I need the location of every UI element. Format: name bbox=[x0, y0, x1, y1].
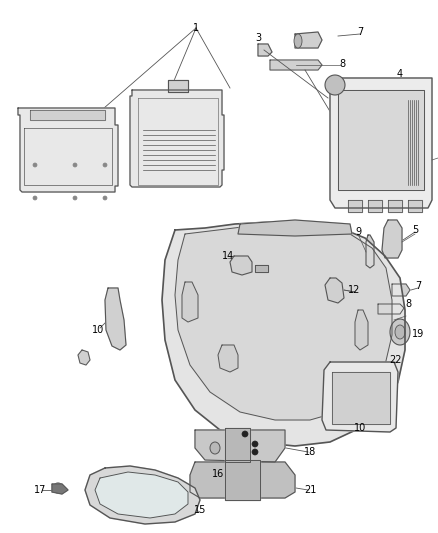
Polygon shape bbox=[330, 78, 432, 208]
Ellipse shape bbox=[294, 34, 302, 48]
Polygon shape bbox=[322, 362, 398, 432]
Text: 9: 9 bbox=[355, 227, 361, 237]
Polygon shape bbox=[175, 225, 392, 420]
Polygon shape bbox=[378, 304, 404, 314]
Ellipse shape bbox=[103, 196, 107, 200]
Text: 16: 16 bbox=[212, 469, 224, 479]
Text: 7: 7 bbox=[357, 27, 363, 37]
Polygon shape bbox=[225, 460, 260, 500]
Polygon shape bbox=[95, 472, 188, 518]
Text: 22: 22 bbox=[390, 355, 402, 365]
Text: 3: 3 bbox=[255, 33, 261, 43]
Polygon shape bbox=[130, 90, 224, 187]
Ellipse shape bbox=[390, 319, 410, 345]
Polygon shape bbox=[162, 222, 405, 446]
Ellipse shape bbox=[242, 431, 248, 437]
Polygon shape bbox=[238, 220, 352, 236]
Polygon shape bbox=[218, 345, 238, 372]
Ellipse shape bbox=[395, 325, 405, 339]
Polygon shape bbox=[338, 90, 424, 190]
Ellipse shape bbox=[73, 196, 77, 200]
Polygon shape bbox=[325, 278, 344, 303]
Polygon shape bbox=[168, 80, 188, 92]
Ellipse shape bbox=[53, 483, 63, 493]
Text: 18: 18 bbox=[304, 447, 316, 457]
Polygon shape bbox=[258, 44, 272, 56]
Polygon shape bbox=[190, 462, 295, 498]
Ellipse shape bbox=[33, 196, 37, 200]
Ellipse shape bbox=[73, 163, 77, 167]
Text: 5: 5 bbox=[412, 225, 418, 235]
Polygon shape bbox=[52, 484, 68, 494]
Text: 14: 14 bbox=[222, 251, 234, 261]
Polygon shape bbox=[355, 310, 368, 350]
Polygon shape bbox=[295, 32, 322, 48]
Text: 10: 10 bbox=[354, 423, 366, 433]
Polygon shape bbox=[105, 288, 126, 350]
Polygon shape bbox=[78, 350, 90, 365]
Text: 10: 10 bbox=[92, 325, 104, 335]
Polygon shape bbox=[270, 60, 322, 70]
Text: 1: 1 bbox=[193, 23, 199, 33]
Polygon shape bbox=[225, 428, 250, 462]
Text: 7: 7 bbox=[415, 281, 421, 291]
Polygon shape bbox=[350, 388, 366, 420]
Text: 19: 19 bbox=[412, 329, 424, 339]
Polygon shape bbox=[230, 256, 252, 275]
Polygon shape bbox=[255, 265, 268, 272]
Polygon shape bbox=[368, 200, 382, 212]
Ellipse shape bbox=[103, 163, 107, 167]
Ellipse shape bbox=[252, 441, 258, 447]
Ellipse shape bbox=[210, 442, 220, 454]
Ellipse shape bbox=[252, 449, 258, 455]
Polygon shape bbox=[18, 108, 118, 192]
Text: 4: 4 bbox=[397, 69, 403, 79]
Text: 12: 12 bbox=[348, 285, 360, 295]
Polygon shape bbox=[366, 235, 374, 268]
Polygon shape bbox=[30, 110, 105, 120]
Polygon shape bbox=[195, 430, 285, 462]
Ellipse shape bbox=[33, 163, 37, 167]
Polygon shape bbox=[382, 220, 402, 258]
Polygon shape bbox=[392, 284, 410, 296]
Text: 15: 15 bbox=[194, 505, 206, 515]
Text: 8: 8 bbox=[405, 299, 411, 309]
Polygon shape bbox=[85, 466, 200, 524]
Polygon shape bbox=[388, 200, 402, 212]
Text: 21: 21 bbox=[304, 485, 316, 495]
Text: 17: 17 bbox=[34, 485, 46, 495]
Text: 8: 8 bbox=[339, 59, 345, 69]
Polygon shape bbox=[348, 200, 362, 212]
Ellipse shape bbox=[325, 75, 345, 95]
Polygon shape bbox=[332, 372, 390, 424]
Polygon shape bbox=[182, 282, 198, 322]
Polygon shape bbox=[408, 200, 422, 212]
